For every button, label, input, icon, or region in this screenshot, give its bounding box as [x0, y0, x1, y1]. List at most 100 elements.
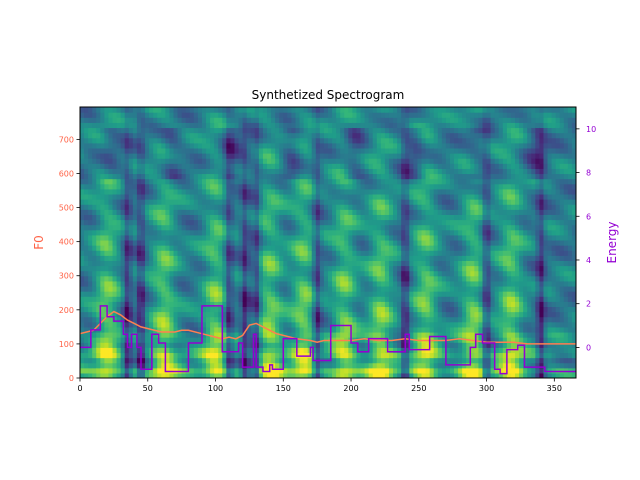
heatmap-cell — [433, 311, 439, 318]
heatmap-cell — [458, 342, 463, 348]
heatmap-cell — [279, 357, 284, 364]
heatmap-cell — [429, 352, 435, 359]
heatmap-cell — [181, 255, 187, 261]
heatmap-cell — [348, 219, 353, 226]
heatmap-cell — [246, 137, 252, 144]
heatmap-cell — [364, 137, 370, 144]
heatmap-cell — [437, 117, 443, 123]
heatmap-cell — [307, 311, 313, 318]
heatmap-cell — [441, 163, 447, 169]
heatmap-cell — [116, 255, 122, 261]
heatmap-cell — [157, 127, 162, 134]
heatmap-cell — [132, 255, 138, 261]
heatmap-cell — [112, 234, 118, 241]
heatmap-cell — [246, 260, 252, 267]
heatmap-cell — [360, 352, 366, 359]
heatmap-cell — [401, 301, 406, 308]
heatmap-cell — [230, 337, 236, 343]
heatmap-cell — [271, 137, 276, 144]
heatmap-cell — [388, 260, 394, 267]
heatmap-cell — [242, 321, 248, 328]
heatmap-cell — [360, 255, 366, 261]
heatmap-cell — [267, 280, 272, 287]
heatmap-cell — [454, 204, 459, 210]
heatmap-cell — [332, 229, 337, 236]
heatmap-cell — [372, 107, 378, 113]
heatmap-cell — [185, 234, 191, 241]
heatmap-cell — [206, 362, 211, 369]
heatmap-cell — [84, 112, 89, 118]
heatmap-cell — [332, 301, 337, 308]
heatmap-cell — [112, 142, 118, 149]
heatmap-cell — [401, 239, 406, 246]
heatmap-cell — [246, 270, 252, 277]
heatmap-cell — [153, 265, 158, 272]
heatmap-cell — [364, 372, 370, 378]
heatmap-cell — [140, 229, 146, 236]
heatmap-cell — [376, 127, 382, 134]
heatmap-cell — [177, 301, 183, 308]
heatmap-cell — [348, 316, 353, 323]
heatmap-cell — [84, 331, 89, 338]
heatmap-cell — [364, 107, 370, 113]
heatmap-cell — [433, 209, 439, 215]
heatmap-cell — [165, 357, 171, 364]
heatmap-cell — [332, 321, 337, 328]
heatmap-cell — [409, 127, 414, 134]
heatmap-cell — [291, 147, 297, 154]
heatmap-cell — [214, 214, 219, 221]
heatmap-cell — [145, 193, 150, 200]
heatmap-cell — [409, 260, 414, 267]
heatmap-cell — [417, 199, 423, 205]
heatmap-cell — [169, 255, 175, 261]
heatmap-cell — [344, 137, 349, 144]
heatmap-cell — [449, 219, 455, 226]
heatmap-cell — [112, 199, 118, 205]
heatmap-cell — [153, 112, 158, 118]
heatmap-cell — [393, 229, 398, 236]
heatmap-cell — [177, 306, 183, 313]
heatmap-cell — [181, 219, 187, 226]
heatmap-cell — [458, 153, 463, 159]
heatmap-cell — [108, 188, 114, 195]
heatmap-cell — [262, 331, 268, 338]
heatmap-cell — [169, 219, 175, 226]
heatmap-cell — [348, 234, 353, 241]
heatmap-cell — [92, 137, 97, 144]
heatmap-cell — [315, 122, 321, 129]
heatmap-cell — [100, 342, 105, 348]
heatmap-cell — [226, 245, 232, 251]
heatmap-cell — [169, 153, 175, 159]
heatmap-cell — [124, 239, 130, 246]
heatmap-cell — [206, 117, 211, 123]
heatmap-cell — [128, 112, 134, 118]
heatmap-cell — [140, 357, 146, 364]
heatmap-cell — [287, 199, 293, 205]
heatmap-cell — [108, 122, 114, 129]
heatmap-cell — [368, 142, 374, 149]
heatmap-cell — [393, 209, 398, 215]
heatmap-cell — [315, 250, 321, 256]
heatmap-cell — [299, 209, 305, 215]
heatmap-cell — [283, 158, 288, 164]
heatmap-cell — [352, 301, 358, 308]
heatmap-cell — [169, 321, 175, 328]
heatmap-cell — [372, 199, 378, 205]
heatmap-cell — [173, 270, 179, 277]
heatmap-cell — [368, 245, 374, 251]
heatmap-cell — [421, 178, 427, 185]
heatmap-cell — [279, 183, 284, 190]
heatmap-cell — [234, 245, 240, 251]
heatmap-cell — [413, 250, 419, 256]
heatmap-cell — [458, 199, 463, 205]
heatmap-cell — [368, 291, 374, 297]
heatmap-cell — [124, 163, 130, 169]
heatmap-cell — [201, 234, 207, 241]
heatmap-cell — [169, 117, 175, 123]
heatmap-cell — [181, 331, 187, 338]
heatmap-cell — [384, 265, 390, 272]
heatmap-cell — [80, 245, 85, 251]
heatmap-cell — [364, 224, 370, 231]
heatmap-cell — [348, 291, 353, 297]
heatmap-cell — [405, 204, 410, 210]
